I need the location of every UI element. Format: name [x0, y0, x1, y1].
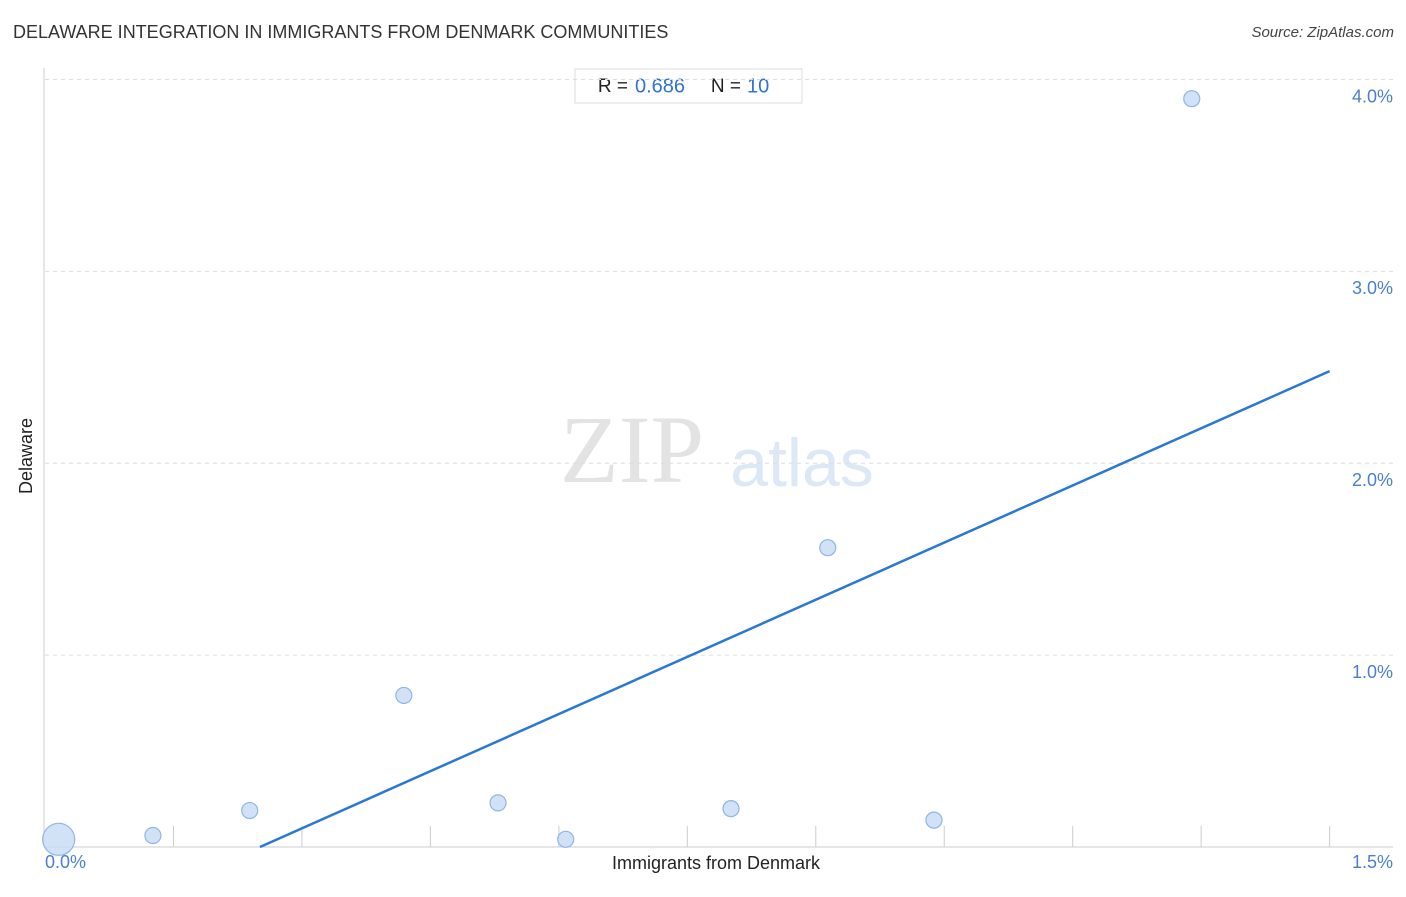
data-point: [42, 822, 76, 856]
data-point: [557, 830, 575, 848]
y-tick-label: 1.0%: [1352, 662, 1393, 682]
trend-line: [259, 370, 1331, 849]
data-point: [241, 801, 259, 820]
stats-box: [574, 68, 803, 104]
y-tick-label: 4.0%: [1352, 86, 1393, 106]
y-tick-label: 3.0%: [1352, 278, 1393, 298]
r-value: 0.686: [635, 75, 685, 97]
data-point: [144, 826, 162, 845]
source: Source: ZipAtlas.com: [1251, 24, 1394, 41]
r-label: R =: [598, 76, 628, 97]
y-axis-label: Delaware: [16, 418, 36, 494]
x-tick-label: 0.0%: [45, 852, 86, 872]
n-value: 10: [747, 75, 769, 97]
data-point: [925, 811, 943, 829]
data-point: [1183, 90, 1201, 108]
watermark: ZIP: [560, 396, 704, 503]
data-point: [722, 800, 740, 818]
y-tick-label: 2.0%: [1352, 470, 1393, 490]
data-point: [819, 539, 837, 557]
n-label: N =: [711, 76, 741, 97]
data-point: [489, 794, 507, 812]
chart-title: DELAWARE INTEGRATION IN IMMIGRANTS FROM …: [13, 22, 668, 42]
x-axis-label: Immigrants from Denmark: [612, 853, 821, 873]
watermark: atlas: [730, 425, 874, 501]
x-tick-label: 1.5%: [1352, 852, 1393, 872]
data-point: [395, 686, 413, 705]
